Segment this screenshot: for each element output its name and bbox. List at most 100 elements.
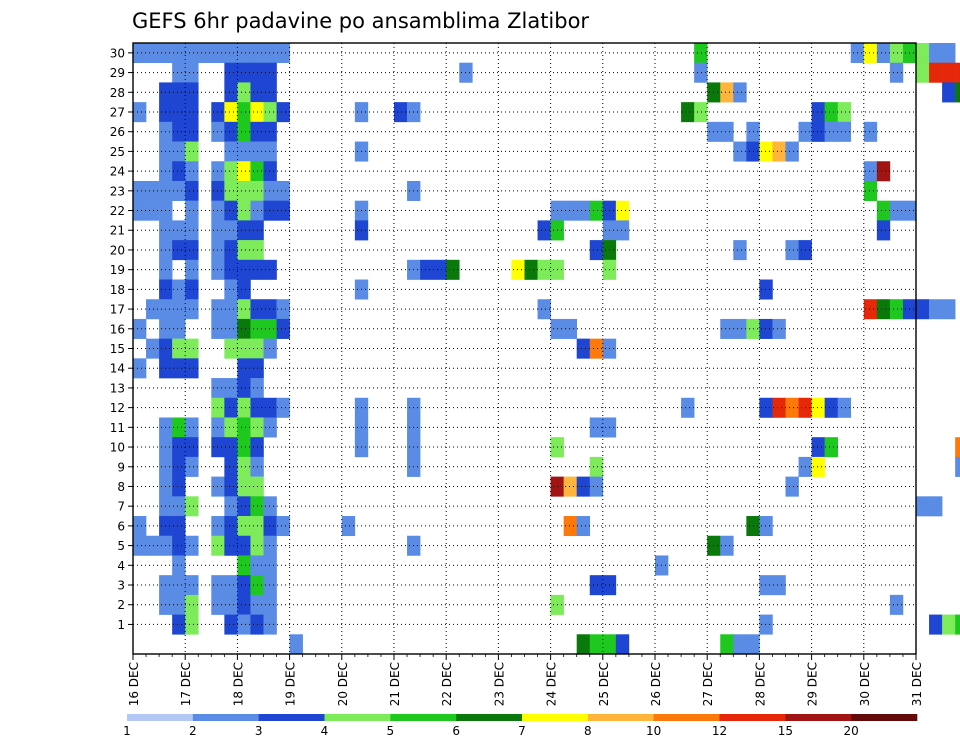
colorbar-swatch xyxy=(324,714,391,721)
heatmap-cell xyxy=(146,200,160,221)
heatmap-cell xyxy=(876,220,891,241)
heatmap-cell xyxy=(615,634,630,655)
heatmap-cell xyxy=(172,82,186,103)
heatmap-cell xyxy=(785,397,799,418)
heatmap-cell xyxy=(237,43,251,64)
x-tick-label: 23 DEC xyxy=(492,662,506,706)
heatmap-cell xyxy=(224,220,238,241)
colorbar-swatch xyxy=(192,714,259,721)
heatmap-cell xyxy=(772,575,786,596)
colorbar-swatch xyxy=(653,714,720,721)
heatmap-cell xyxy=(289,634,303,655)
heatmap-cell xyxy=(224,200,238,221)
heatmap-cell xyxy=(185,240,199,261)
heatmap-cell xyxy=(185,220,199,241)
heatmap-cell xyxy=(772,318,786,339)
heatmap-cell xyxy=(615,200,630,221)
heatmap-cell xyxy=(263,200,277,221)
heatmap-cell xyxy=(172,318,186,339)
heatmap-cell xyxy=(172,220,186,241)
heatmap-cell xyxy=(172,575,186,596)
x-tick-label: 18 DEC xyxy=(231,662,245,706)
heatmap-cell xyxy=(224,180,238,201)
heatmap-cell xyxy=(420,259,434,280)
heatmap-cell xyxy=(942,43,956,64)
heatmap-cell xyxy=(863,161,878,182)
heatmap-cell xyxy=(889,594,904,615)
heatmap-cell xyxy=(511,259,525,280)
heatmap-cell xyxy=(185,141,199,162)
heatmap-cell xyxy=(942,62,956,83)
heatmap-cell xyxy=(916,496,930,517)
heatmap-cell xyxy=(185,358,199,379)
heatmap-cell xyxy=(185,456,199,477)
heatmap-cell xyxy=(276,299,290,320)
heatmap-cell xyxy=(785,476,799,497)
x-tick-label: 20 DEC xyxy=(336,662,350,706)
heatmap-cell xyxy=(276,318,290,339)
heatmap-cell xyxy=(263,141,277,162)
heatmap-cell xyxy=(198,43,212,64)
heatmap-cell xyxy=(276,397,290,418)
heatmap-cell xyxy=(224,43,238,64)
heatmap-cell xyxy=(172,614,186,635)
heatmap-cell xyxy=(759,318,773,339)
heatmap-cell xyxy=(133,180,147,201)
heatmap-cell xyxy=(942,299,956,320)
heatmap-cell xyxy=(185,496,199,517)
colorbar-swatch xyxy=(587,714,654,721)
heatmap-cell xyxy=(955,437,960,458)
heatmap-cell xyxy=(263,299,277,320)
colorbar-swatch xyxy=(390,714,457,721)
x-tick-label: 25 DEC xyxy=(597,662,611,706)
heatmap-cell xyxy=(263,417,277,438)
heatmap-cell xyxy=(263,180,277,201)
heatmap-cell xyxy=(733,141,747,162)
heatmap-cell xyxy=(237,279,251,300)
heatmap-cell xyxy=(172,279,186,300)
heatmap-cell xyxy=(576,200,591,221)
heatmap-cell xyxy=(837,397,852,418)
heatmap-cell xyxy=(172,456,186,477)
heatmap-cell xyxy=(602,634,617,655)
colorbar-label: 3 xyxy=(255,724,263,738)
y-tick-label: 2 xyxy=(117,598,125,612)
heatmap-cell xyxy=(237,476,251,497)
colorbar-label: 7 xyxy=(518,724,526,738)
heatmap-cell xyxy=(237,240,251,261)
y-tick-label: 17 xyxy=(110,303,125,317)
heatmap-cell xyxy=(263,82,277,103)
heatmap-cell xyxy=(394,102,408,123)
colorbar-label: 20 xyxy=(844,724,859,738)
heatmap-cell xyxy=(224,102,238,123)
y-tick-label: 3 xyxy=(117,579,125,593)
heatmap-cells xyxy=(133,43,960,655)
heatmap-cell xyxy=(524,259,538,280)
heatmap-cell xyxy=(185,279,199,300)
heatmap-cell xyxy=(224,476,238,497)
y-tick-label: 1 xyxy=(117,618,125,632)
heatmap-cell xyxy=(185,535,199,556)
heatmap-cell xyxy=(759,614,773,635)
heatmap-cell xyxy=(133,102,147,123)
heatmap-cell xyxy=(589,634,604,655)
heatmap-cell xyxy=(863,121,878,142)
heatmap-cell xyxy=(185,121,199,142)
x-tick-label: 30 DEC xyxy=(858,662,872,706)
heatmap-cell xyxy=(237,378,251,399)
heatmap-cell xyxy=(446,259,460,280)
heatmap-cell xyxy=(185,259,199,280)
y-tick-label: 18 xyxy=(110,283,125,297)
heatmap-cell xyxy=(589,456,604,477)
colorbar-label: 15 xyxy=(778,724,793,738)
heatmap-cell xyxy=(589,417,604,438)
heatmap-cell xyxy=(589,240,604,261)
heatmap-cell xyxy=(916,299,930,320)
heatmap-cell xyxy=(185,299,199,320)
heatmap-cell xyxy=(224,575,238,596)
colorbar-swatch xyxy=(851,714,918,721)
x-tick-label: 16 DEC xyxy=(127,662,141,706)
heatmap-cell xyxy=(694,62,708,83)
y-tick-label: 23 xyxy=(110,184,125,198)
